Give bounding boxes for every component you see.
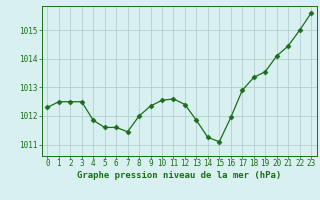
X-axis label: Graphe pression niveau de la mer (hPa): Graphe pression niveau de la mer (hPa) — [77, 171, 281, 180]
